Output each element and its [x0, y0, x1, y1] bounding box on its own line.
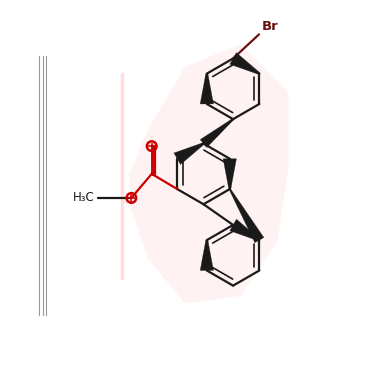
Polygon shape — [174, 143, 204, 165]
Polygon shape — [130, 44, 289, 303]
Polygon shape — [229, 189, 264, 243]
Polygon shape — [200, 240, 213, 270]
Polygon shape — [230, 219, 260, 241]
Polygon shape — [223, 159, 236, 189]
Polygon shape — [200, 74, 213, 104]
Text: Br: Br — [262, 20, 279, 33]
Polygon shape — [200, 118, 233, 148]
Polygon shape — [230, 53, 260, 74]
Text: H₃C: H₃C — [73, 191, 95, 205]
